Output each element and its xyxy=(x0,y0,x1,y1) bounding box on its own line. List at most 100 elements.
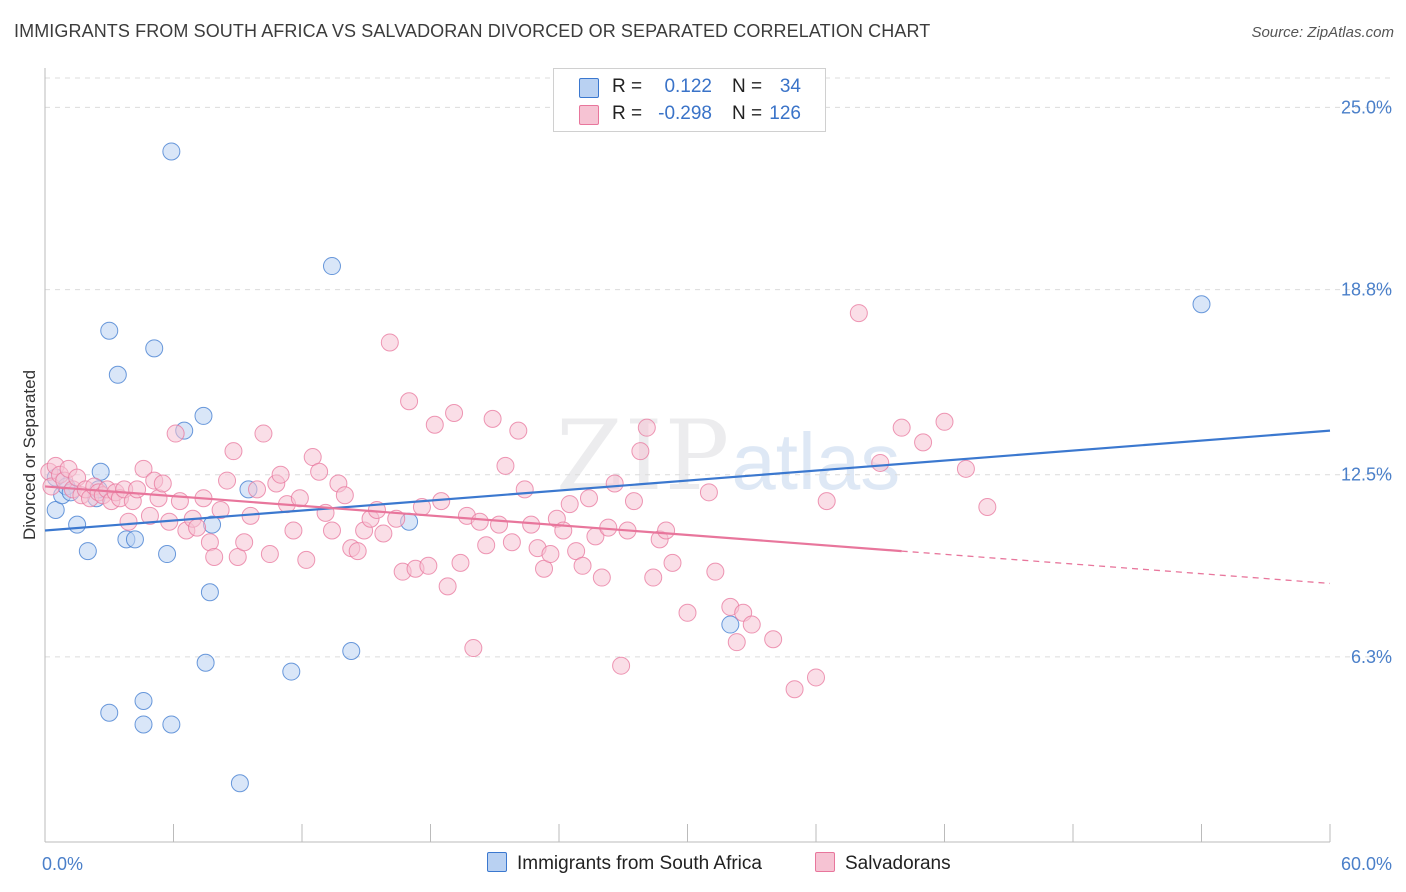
point-salvadoran xyxy=(871,453,890,472)
point-salvadoran xyxy=(153,474,172,493)
trendline-salvadoran xyxy=(44,485,902,553)
n-value: 126 xyxy=(769,103,801,124)
legend-label: Immigrants from South Africa xyxy=(517,853,762,874)
point-salvadoran xyxy=(128,480,147,499)
series-legend: Immigrants from South Africa Salvadorans xyxy=(0,852,1406,878)
point-salvadoran xyxy=(817,492,836,511)
point-salvadoran xyxy=(387,509,406,528)
point-salvadoran xyxy=(248,480,267,499)
point-salvadoran xyxy=(235,533,254,552)
point-salvadoran xyxy=(914,433,933,452)
point-salvadoran xyxy=(284,521,303,540)
point-salvadoran xyxy=(637,418,656,437)
legend-item-south-africa[interactable]: Immigrants from South Africa xyxy=(487,852,762,875)
point-salvadoran xyxy=(764,630,783,649)
point-salvadoran xyxy=(464,639,483,658)
point-salvadoran xyxy=(380,333,399,352)
point-salvadoran xyxy=(477,536,496,555)
y-axis-label: Divorced or Separated xyxy=(20,369,39,541)
legend-label: Salvadorans xyxy=(845,853,951,874)
point-south-africa xyxy=(721,615,740,634)
point-south-africa xyxy=(134,715,153,734)
point-salvadoran xyxy=(663,553,682,572)
point-salvadoran xyxy=(956,459,975,478)
point-salvadoran xyxy=(445,403,464,422)
legend-item-salvadorans[interactable]: Salvadorans xyxy=(815,852,951,875)
point-salvadoran xyxy=(978,498,997,517)
point-salvadoran xyxy=(631,442,650,461)
point-south-africa xyxy=(134,691,153,710)
point-salvadoran xyxy=(892,418,911,437)
point-south-africa xyxy=(145,339,164,358)
legend-swatch-blue xyxy=(579,78,599,98)
point-salvadoran xyxy=(419,556,438,575)
point-salvadoran xyxy=(592,568,611,587)
r-label: R = xyxy=(612,103,643,124)
point-salvadoran xyxy=(515,480,534,499)
point-south-africa xyxy=(196,653,215,672)
y-tick-label: 12.5% xyxy=(1341,465,1392,485)
point-salvadoran xyxy=(211,500,230,519)
point-south-africa xyxy=(78,542,97,561)
point-salvadoran xyxy=(541,545,560,564)
point-salvadoran xyxy=(218,471,237,490)
point-salvadoran xyxy=(502,533,521,552)
legend-swatch-blue xyxy=(487,852,507,872)
point-salvadoran xyxy=(678,603,697,622)
point-salvadoran xyxy=(224,442,243,461)
point-salvadoran xyxy=(260,545,279,564)
x-tick-label: 60.0% xyxy=(1341,854,1392,874)
point-salvadoran xyxy=(451,553,470,572)
point-salvadoran xyxy=(605,474,624,493)
point-south-africa xyxy=(194,406,213,425)
n-label: N = xyxy=(732,76,763,97)
x-tick-label: 0.0% xyxy=(42,854,83,874)
point-salvadoran xyxy=(297,550,316,569)
point-salvadoran xyxy=(438,577,457,596)
point-south-africa xyxy=(342,642,361,660)
point-salvadoran xyxy=(140,506,159,525)
point-salvadoran xyxy=(657,521,676,540)
point-salvadoran xyxy=(335,486,354,505)
point-south-africa xyxy=(200,583,219,602)
r-label: R = xyxy=(612,76,643,97)
point-south-africa xyxy=(125,530,144,549)
point-salvadoran xyxy=(254,424,273,443)
point-salvadoran xyxy=(310,462,329,481)
point-south-africa xyxy=(322,257,341,276)
source-credit: Source: ZipAtlas.com xyxy=(1251,24,1394,41)
point-south-africa xyxy=(100,703,119,722)
point-salvadoran xyxy=(322,521,341,540)
point-salvadoran xyxy=(119,512,138,531)
point-salvadoran xyxy=(496,456,515,475)
point-salvadoran xyxy=(727,633,746,652)
n-value: 34 xyxy=(779,76,801,97)
point-salvadoran xyxy=(579,489,598,508)
y-tick-label: 18.8% xyxy=(1341,280,1392,300)
r-value: -0.298 xyxy=(658,103,712,124)
point-south-africa xyxy=(100,321,119,340)
point-south-africa xyxy=(162,715,181,734)
legend-row-salvadorans: R = -0.298 N = 126 xyxy=(554,100,825,128)
point-salvadoran xyxy=(470,512,489,531)
chart-title: IMMIGRANTS FROM SOUTH AFRICA VS SALVADOR… xyxy=(14,21,931,41)
point-south-africa xyxy=(230,774,249,793)
correlation-legend: R = 0.122 N = 34 R = -0.298 N = 126 xyxy=(553,68,826,132)
point-south-africa xyxy=(158,545,177,564)
legend-swatch-pink xyxy=(579,105,599,125)
point-salvadoran xyxy=(400,392,419,411)
point-salvadoran xyxy=(166,424,185,443)
y-tick-label: 6.3% xyxy=(1351,647,1392,667)
point-salvadoran xyxy=(699,483,718,502)
point-salvadoran xyxy=(490,515,509,534)
legend-swatch-pink xyxy=(815,852,835,872)
point-south-africa xyxy=(162,142,181,161)
point-salvadoran xyxy=(134,459,153,478)
point-salvadoran xyxy=(425,415,444,434)
trendline-south-africa xyxy=(44,429,1331,532)
point-salvadoran xyxy=(205,547,224,566)
y-tick-label: 25.0% xyxy=(1341,97,1392,117)
point-salvadoran xyxy=(706,562,725,581)
r-value: 0.122 xyxy=(664,76,712,97)
